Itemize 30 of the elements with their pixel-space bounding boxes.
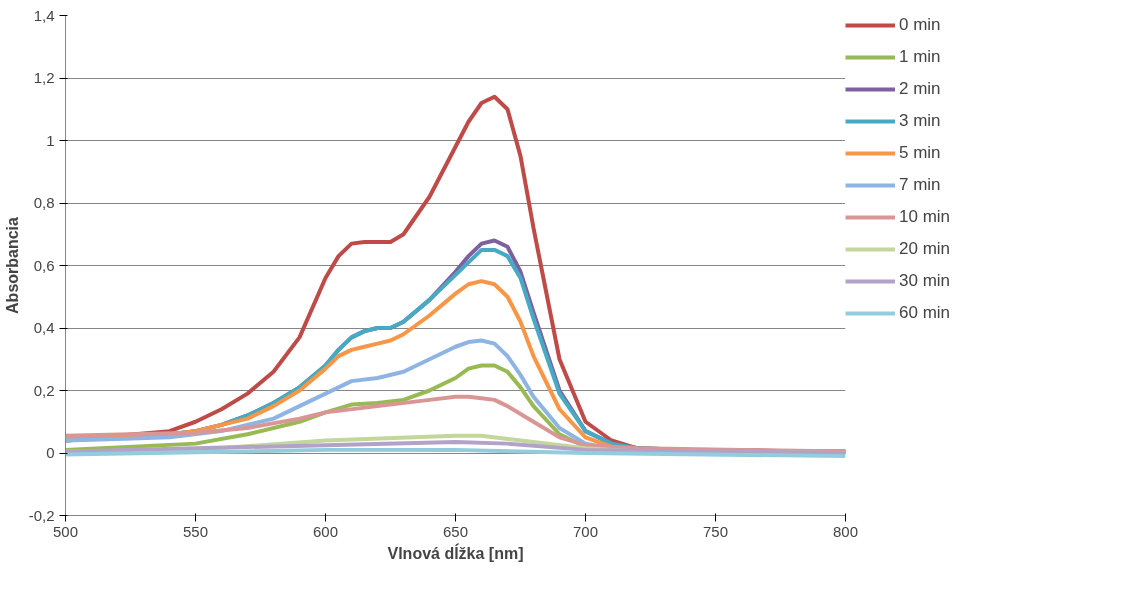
y-tick-label: 1	[46, 131, 55, 149]
x-tick-label: 800	[832, 522, 859, 540]
x-tick-label: 600	[312, 522, 339, 540]
legend-label: 20 min	[899, 239, 951, 259]
y-tick-label: 0,2	[33, 381, 55, 399]
y-tick-label: 0,8	[33, 194, 55, 211]
line-series	[65, 440, 846, 455]
x-tick-label: 750	[702, 522, 729, 540]
x-tick-label: 500	[52, 522, 79, 540]
legend-label: 30 min	[899, 271, 951, 291]
legend-label: 0 min	[899, 15, 941, 35]
y-tick-label: 0,6	[33, 256, 55, 274]
legend-label: 2 min	[899, 79, 941, 99]
x-axis-title: Vlnová dĺžka [nm]	[387, 542, 524, 562]
line-series	[65, 447, 846, 459]
y-tick-label: 0,4	[33, 319, 55, 336]
legend-label: 10 min	[899, 207, 951, 227]
x-tick-label: 650	[442, 522, 469, 540]
x-tick-label: 700	[572, 522, 599, 540]
legend-label: 7 min	[899, 175, 941, 195]
y-tick-label: 0	[46, 444, 55, 461]
y-tick-label: 1,2	[33, 69, 55, 86]
legend-label: 5 min	[899, 143, 941, 163]
legend-label: 1 min	[899, 47, 941, 67]
y-axis-title: Absorbancia	[3, 216, 21, 314]
legend-label: 60 min	[899, 303, 951, 323]
y-tick-label: -0,2	[28, 506, 55, 524]
legend-label: 3 min	[899, 111, 941, 131]
x-tick-label: 550	[182, 522, 209, 540]
y-tick-label: 1,4	[33, 6, 55, 24]
